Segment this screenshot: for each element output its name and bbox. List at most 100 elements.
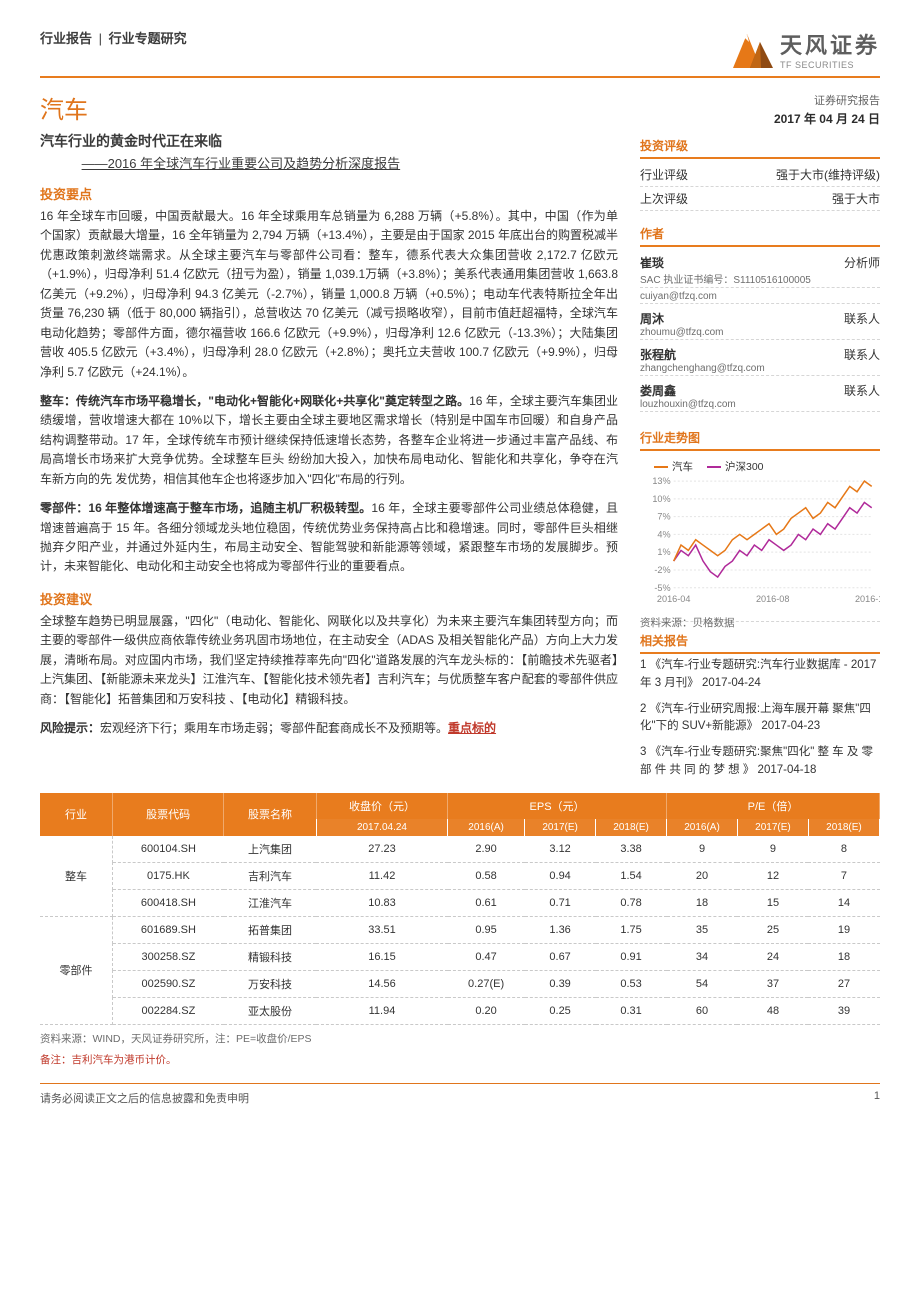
cell-price: 11.42	[316, 862, 447, 889]
disclaimer: 请务必阅读正文之后的信息披露和免责申明	[40, 1093, 249, 1105]
rating-row: 行业评级 强于大市(维持评级)	[640, 163, 880, 187]
cell-code: 002590.SZ	[113, 970, 224, 997]
cell-e1: 0.47	[448, 943, 525, 970]
cell-name: 上汽集团	[224, 836, 317, 863]
cell-code: 601689.SH	[113, 916, 224, 943]
author-name: 周沐	[640, 310, 664, 327]
cell-code: 600418.SH	[113, 889, 224, 916]
risk-text: 宏观经济下行；乘用车市场走弱；零部件配套商成长不及预期等。	[100, 721, 448, 735]
related-item: 1 《汽车-行业专题研究:汽车行业数据库 - 2017 年 3 月刊》 2017…	[640, 657, 880, 693]
th-p1: 2016(A)	[667, 819, 738, 836]
cell-e2: 0.67	[525, 943, 596, 970]
cell-name: 江淮汽车	[224, 889, 317, 916]
cell-name: 拓普集团	[224, 916, 317, 943]
cell-e1: 0.27(E)	[448, 970, 525, 997]
svg-text:4%: 4%	[657, 529, 670, 539]
side-column: 证券研究报告 2017 年 04 月 24 日 投资评级 行业评级强于大市(维持…	[640, 88, 880, 791]
author-role: 联系人	[844, 346, 880, 363]
svg-text:2016-08: 2016-08	[756, 594, 790, 604]
orange-rule	[40, 76, 880, 78]
author-email: zhoumu@tfzq.com	[640, 327, 880, 340]
table-row: 600418.SH江淮汽车10.830.610.710.78181514	[40, 889, 880, 916]
cell-price: 33.51	[316, 916, 447, 943]
cell-p3: 39	[808, 997, 879, 1024]
swatch-csi	[707, 466, 721, 468]
th-name: 股票名称	[224, 793, 317, 836]
cell-p3: 14	[808, 889, 879, 916]
side-head-related: 相关报告	[640, 626, 880, 654]
svg-text:1%: 1%	[657, 547, 670, 557]
brand-cn: 天风证券	[780, 28, 880, 60]
cell-e2: 0.39	[525, 970, 596, 997]
legend-csi: 沪深300	[707, 459, 764, 474]
cell-e2: 0.94	[525, 862, 596, 889]
section-head-advice: 投资建议	[40, 589, 618, 608]
cell-p1: 35	[667, 916, 738, 943]
cell-p1: 60	[667, 997, 738, 1024]
cell-p2: 37	[737, 970, 808, 997]
legend-auto-label: 汽车	[672, 461, 693, 473]
cell-code: 002284.SZ	[113, 997, 224, 1024]
author-role: 联系人	[844, 382, 880, 399]
cell-name: 万安科技	[224, 970, 317, 997]
group-cell: 零部件	[40, 916, 113, 1024]
author-item: 周沐 联系人zhoumu@tfzq.com	[640, 307, 880, 340]
p3-head: 零部件：16 年整体增速高于整车市场，追随主机厂积极转型。	[40, 501, 371, 515]
table-row: 0175.HK吉利汽车11.420.580.941.5420127	[40, 862, 880, 889]
table-row: 002284.SZ亚太股份11.940.200.250.31604839	[40, 997, 880, 1024]
th-price: 收盘价（元）	[316, 793, 447, 819]
legend-auto: 汽车	[654, 459, 693, 474]
related-list: 1 《汽车-行业专题研究:汽车行业数据库 - 2017 年 3 月刊》 2017…	[640, 654, 880, 791]
rating-k: 上次评级	[640, 190, 688, 207]
cell-code: 600104.SH	[113, 836, 224, 863]
author-role: 联系人	[844, 310, 880, 327]
cell-p2: 48	[737, 997, 808, 1024]
report-date: 2017 年 04 月 24 日	[640, 110, 880, 127]
cell-price: 11.94	[316, 997, 447, 1024]
cell-p1: 18	[667, 889, 738, 916]
cell-e1: 2.90	[448, 836, 525, 863]
cell-e3: 0.91	[596, 943, 667, 970]
table-footnote: 备注：吉利汽车为港币计价。	[40, 1052, 880, 1067]
th-eps: EPS（元）	[448, 793, 667, 819]
chart-legend: 汽车 沪深300	[640, 455, 880, 476]
cell-e2: 0.25	[525, 997, 596, 1024]
cell-price: 27.23	[316, 836, 447, 863]
author-email: louzhouxin@tfzq.com	[640, 399, 880, 412]
cell-p2: 25	[737, 916, 808, 943]
th-p3: 2018(E)	[808, 819, 879, 836]
cell-p3: 19	[808, 916, 879, 943]
risk-trail: 重点标的	[448, 721, 496, 735]
page-number: 1	[874, 1090, 880, 1102]
rating-v: 强于大市(维持评级)	[776, 166, 880, 183]
cell-price: 16.15	[316, 943, 447, 970]
foot-rule	[40, 1083, 880, 1084]
th-industry: 行业	[40, 793, 113, 836]
crumb-sep: |	[99, 31, 102, 46]
side-head-chart: 行业走势图	[640, 423, 880, 451]
cell-name: 亚太股份	[224, 997, 317, 1024]
logo-icon	[732, 28, 774, 70]
subtitle: 汽车行业的黄金时代正在来临	[40, 131, 618, 151]
cell-p2: 15	[737, 889, 808, 916]
table-row: 300258.SZ精锻科技16.150.470.670.91342418	[40, 943, 880, 970]
th-pe: P/E（倍）	[667, 793, 880, 819]
cell-e3: 0.31	[596, 997, 667, 1024]
cell-p2: 9	[737, 836, 808, 863]
cell-e3: 0.53	[596, 970, 667, 997]
cell-e2: 3.12	[525, 836, 596, 863]
crumb-1: 行业报告	[40, 31, 92, 46]
cell-p1: 20	[667, 862, 738, 889]
cell-name: 吉利汽车	[224, 862, 317, 889]
risk-note: 风险提示：宏观经济下行；乘用车市场走弱；零部件配套商成长不及预期等。重点标的	[40, 719, 618, 738]
th-date: 2017.04.24	[316, 819, 447, 836]
rating-k: 行业评级	[640, 166, 688, 183]
author-sac: SAC 执业证书编号：S1110516100005	[640, 271, 880, 288]
cell-price: 10.83	[316, 889, 447, 916]
svg-text:10%: 10%	[652, 494, 670, 504]
author-item: 崔琰分析师SAC 执业证书编号：S1110516100005cuiyan@tfz…	[640, 251, 880, 304]
cell-p3: 8	[808, 836, 879, 863]
p2-head: 整车：传统汽车市场平稳增长，"电动化+智能化+网联化+共享化"奠定转型之路。	[40, 394, 469, 408]
footer: 请务必阅读正文之后的信息披露和免责申明 1	[40, 1090, 880, 1108]
author-item: 娄周鑫联系人louzhouxin@tfzq.com	[640, 379, 880, 412]
